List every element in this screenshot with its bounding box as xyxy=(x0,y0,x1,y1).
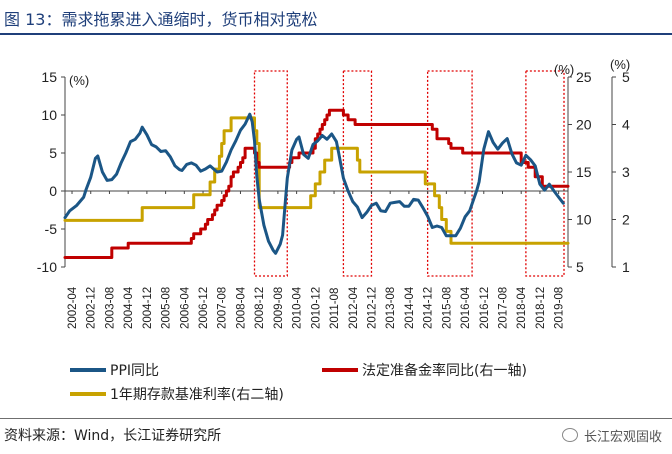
x-tick-label: 2014-04 xyxy=(404,286,416,329)
right2-tick-label: 5 xyxy=(622,69,630,85)
right2-tick-label: 1 xyxy=(622,259,630,275)
right1-tick-label: 10 xyxy=(576,212,592,228)
series-lines xyxy=(63,108,570,259)
deflation-box xyxy=(426,70,473,277)
left-tick-label: 0 xyxy=(49,183,57,199)
series-line-reserve-ratio xyxy=(63,108,570,259)
x-tick-label: 2004-04 xyxy=(123,286,135,329)
figure-title: 图 13：需求拖累进入通缩时，货币相对宽松 xyxy=(4,10,318,29)
x-tick-label: 2009-08 xyxy=(273,287,285,329)
legend-reserve-ratio-label: 法定准备金率同比(右一轴) xyxy=(362,362,527,379)
right2-tick-label: 2 xyxy=(622,212,630,228)
left-tick-label: -5 xyxy=(45,221,58,237)
x-tick-label: 2016-04 xyxy=(460,286,472,329)
x-tick-label: 2015-08 xyxy=(441,287,453,329)
x-tick-label: 2011-08 xyxy=(329,288,341,329)
watermark: 长江宏观固收 xyxy=(561,426,662,445)
x-tick-label: 2010-12 xyxy=(310,287,322,329)
x-tick-label: 2008-12 xyxy=(254,287,266,329)
left-tick-label: 5 xyxy=(49,145,57,161)
series-line-deposit-rate xyxy=(63,116,570,245)
x-tick-label: 2010-04 xyxy=(292,286,304,329)
x-tick-label: 2003-08 xyxy=(104,287,116,329)
right1-tick-label: 25 xyxy=(576,69,592,85)
x-tick-label: 2018-12 xyxy=(535,287,547,329)
series-line-ppi xyxy=(63,112,565,255)
right1-tick-label: 15 xyxy=(576,164,592,180)
right1-axis-unit: (%) xyxy=(554,62,574,77)
left-tick-label: 10 xyxy=(41,107,57,123)
x-tick-label: 2007-08 xyxy=(217,287,229,329)
source-note: 资料来源：Wind，长江证券研究所 xyxy=(4,428,222,444)
right1-tick-label: 5 xyxy=(576,259,584,275)
left-tick-label: -10 xyxy=(37,259,57,275)
x-tick-label: 2016-12 xyxy=(479,287,491,329)
watermark-text: 长江宏观固收 xyxy=(583,430,662,445)
x-tick-label: 2002-04 xyxy=(67,286,79,329)
right1-tick-label: 20 xyxy=(576,117,592,133)
legend-deposit-rate-label: 1年期存款基准利率(右二轴) xyxy=(110,386,284,403)
right2-tick-label: 4 xyxy=(622,117,630,133)
right2-axis-unit: (%) xyxy=(610,57,630,72)
legend: PPI同比 法定准备金率同比(右一轴) 1年期存款基准利率(右二轴) xyxy=(70,362,527,403)
left-axis-unit: (%) xyxy=(69,73,89,88)
source-divider xyxy=(0,418,672,419)
x-tick-label: 2019-08 xyxy=(554,287,566,329)
legend-ppi-label: PPI同比 xyxy=(110,363,159,379)
title-divider xyxy=(0,33,672,35)
x-tick-label: 2004-12 xyxy=(142,287,154,329)
x-tick-label: 2018-04 xyxy=(516,286,528,329)
deflation-box xyxy=(253,70,288,277)
x-tick-label: 2013-08 xyxy=(385,287,397,329)
x-tick-label: 2012-12 xyxy=(366,287,378,329)
deflation-box xyxy=(525,70,565,277)
x-tick-label: 2006-04 xyxy=(179,286,191,329)
x-tick-label: 2014-12 xyxy=(423,287,435,329)
wechat-icon xyxy=(561,428,578,442)
x-tick-label: 2017-08 xyxy=(497,287,509,329)
left-tick-label: 15 xyxy=(41,69,57,85)
x-tick-label: 2005-08 xyxy=(161,287,173,329)
x-tick-label: 2006-12 xyxy=(198,287,210,329)
x-tick-label: 2008-04 xyxy=(235,286,247,329)
x-tick-label: 2002-12 xyxy=(86,287,98,329)
deflation-period-boxes xyxy=(253,70,565,277)
x-tick-label: 2012-04 xyxy=(348,286,360,329)
right2-tick-label: 3 xyxy=(622,164,630,180)
